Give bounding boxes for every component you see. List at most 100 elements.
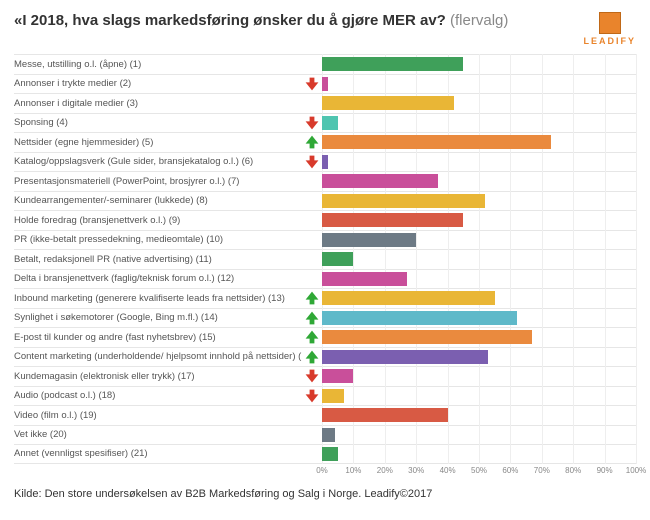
row-label: Delta i bransjenettverk (faglig/teknisk … — [14, 273, 302, 284]
bar — [322, 252, 353, 266]
x-tick: 0% — [316, 466, 328, 475]
x-tick: 80% — [565, 466, 581, 475]
bar-track — [322, 213, 636, 227]
row-label: Inbound marketing (generere kvalifiserte… — [14, 293, 302, 304]
chart-row: Katalog/oppslagsverk (Gule sider, bransj… — [14, 152, 636, 172]
bar-track — [322, 369, 636, 383]
chart-row: Presentasjonsmateriell (PowerPoint, bros… — [14, 171, 636, 191]
bar-track — [322, 350, 636, 364]
bar — [322, 233, 416, 247]
bar — [322, 369, 353, 383]
chart-row: Delta i bransjenettverk (faglig/teknisk … — [14, 269, 636, 289]
bar-chart: Messe, utstilling o.l. (åpne) (1) Annonse… — [14, 54, 636, 464]
logo-icon — [599, 12, 621, 34]
row-label: Sponsing (4) — [14, 117, 302, 128]
bar — [322, 330, 532, 344]
x-tick: 10% — [345, 466, 361, 475]
bar-track — [322, 291, 636, 305]
bar — [322, 77, 328, 91]
chart-row: Annonser i digitale medier (3) — [14, 93, 636, 113]
chart-row: E-post til kunder og andre (fast nyhetsb… — [14, 327, 636, 347]
bar-track — [322, 116, 636, 130]
x-tick: 100% — [626, 466, 646, 475]
arrow-up-icon — [302, 349, 322, 365]
bar — [322, 57, 463, 71]
row-label: Video (film o.l.) (19) — [14, 410, 302, 421]
bar-track — [322, 233, 636, 247]
bar — [322, 408, 448, 422]
bar — [322, 272, 407, 286]
bar-track — [322, 408, 636, 422]
bar-track — [322, 311, 636, 325]
arrow-down-icon — [302, 368, 322, 384]
chart-row: PR (ikke-betalt pressedekning, medieomta… — [14, 230, 636, 250]
bar — [322, 116, 338, 130]
bar — [322, 389, 344, 403]
x-tick: 60% — [502, 466, 518, 475]
bar — [322, 174, 438, 188]
chart-row: Annet (vennligst spesifiser) (21) — [14, 444, 636, 464]
row-label: Kundearrangementer/-seminarer (lukkede) … — [14, 195, 302, 206]
bar — [322, 135, 551, 149]
page-title: «I 2018, hva slags markedsføring ønsker … — [14, 12, 508, 29]
chart-row: Inbound marketing (generere kvalifiserte… — [14, 288, 636, 308]
bar-track — [322, 428, 636, 442]
x-tick: 70% — [534, 466, 550, 475]
bar — [322, 213, 463, 227]
gridline — [636, 54, 637, 464]
chart-row: Annonser i trykte medier (2) — [14, 74, 636, 94]
row-label: Kundemagasin (elektronisk eller trykk) (… — [14, 371, 302, 382]
row-label: Audio (podcast o.l.) (18) — [14, 390, 302, 401]
arrow-up-icon — [302, 290, 322, 306]
chart-row: Betalt, redaksjonell PR (native advertis… — [14, 249, 636, 269]
row-label: Betalt, redaksjonell PR (native advertis… — [14, 254, 302, 265]
arrow-down-icon — [302, 115, 322, 131]
arrow-down-icon — [302, 388, 322, 404]
title-sub: (flervalg) — [450, 12, 508, 29]
bar-track — [322, 447, 636, 461]
title-main: «I 2018, hva slags markedsføring ønsker … — [14, 12, 446, 29]
chart-row: Vet ikke (20) — [14, 425, 636, 445]
bar-track — [322, 96, 636, 110]
chart-row: Holde foredrag (bransjenettverk o.l.) (9… — [14, 210, 636, 230]
arrow-down-icon — [302, 154, 322, 170]
bar-track — [322, 252, 636, 266]
bar-track — [322, 330, 636, 344]
bar-track — [322, 135, 636, 149]
chart-row: Video (film o.l.) (19) — [14, 405, 636, 425]
arrow-up-icon — [302, 310, 322, 326]
arrow-up-icon — [302, 329, 322, 345]
row-label: Katalog/oppslagsverk (Gule sider, bransj… — [14, 156, 302, 167]
row-label: PR (ikke-betalt pressedekning, medieomta… — [14, 234, 302, 245]
row-label: Content marketing (underholdende/ hjelps… — [14, 351, 302, 362]
bar — [322, 96, 454, 110]
source-text: Kilde: Den store undersøkelsen av B2B Ma… — [14, 488, 636, 500]
row-label: Messe, utstilling o.l. (åpne) (1) — [14, 59, 302, 70]
row-label: Vet ikke (20) — [14, 429, 302, 440]
leadify-logo: LEADIFY — [583, 12, 636, 46]
bar-track — [322, 272, 636, 286]
row-label: Annonser i digitale medier (3) — [14, 98, 302, 109]
arrow-up-icon — [302, 134, 322, 150]
chart-row: Sponsing (4) — [14, 113, 636, 133]
bar-track — [322, 155, 636, 169]
x-tick: 50% — [471, 466, 487, 475]
row-label: Nettsider (egne hjemmesider) (5) — [14, 137, 302, 148]
bar — [322, 447, 338, 461]
row-label: Holde foredrag (bransjenettverk o.l.) (9… — [14, 215, 302, 226]
bar — [322, 291, 495, 305]
header: «I 2018, hva slags markedsføring ønsker … — [14, 12, 636, 46]
bar — [322, 350, 488, 364]
x-tick: 20% — [377, 466, 393, 475]
chart-row: Kundearrangementer/-seminarer (lukkede) … — [14, 191, 636, 211]
chart-row: Messe, utstilling o.l. (åpne) (1) — [14, 54, 636, 74]
bar — [322, 428, 335, 442]
x-tick: 30% — [408, 466, 424, 475]
chart-row: Nettsider (egne hjemmesider) (5) — [14, 132, 636, 152]
x-tick: 90% — [597, 466, 613, 475]
chart-row: Audio (podcast o.l.) (18) — [14, 386, 636, 406]
bar-track — [322, 57, 636, 71]
bar-track — [322, 174, 636, 188]
arrow-down-icon — [302, 76, 322, 92]
chart-row: Synlighet i søkemotorer (Google, Bing m.… — [14, 308, 636, 328]
